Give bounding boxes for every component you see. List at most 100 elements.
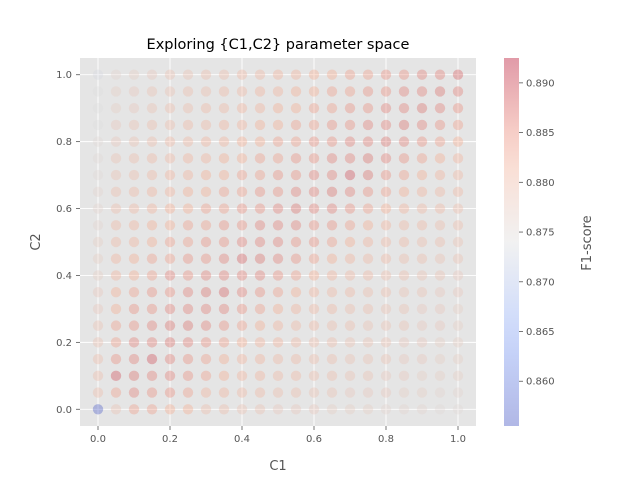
data-point (236, 337, 248, 348)
data-point (92, 236, 104, 248)
data-point (146, 236, 158, 248)
data-point (254, 86, 266, 97)
data-point (128, 69, 140, 80)
data-point (236, 119, 248, 131)
colorbar-tick-label: 0.870 (526, 277, 555, 288)
data-point (416, 102, 428, 114)
data-point (272, 303, 284, 315)
data-point (110, 102, 122, 114)
data-point (380, 136, 392, 147)
data-point (92, 404, 104, 415)
data-point (290, 203, 302, 214)
data-point (344, 337, 356, 348)
data-point (344, 286, 356, 298)
data-point (236, 220, 248, 231)
data-point (236, 320, 248, 331)
data-point (344, 153, 356, 164)
data-point (344, 370, 356, 382)
data-point (416, 270, 428, 281)
data-point (326, 69, 338, 80)
data-point (434, 102, 446, 114)
data-point (272, 136, 284, 147)
data-point (434, 353, 446, 365)
data-point (362, 253, 374, 264)
data-point (218, 303, 230, 315)
data-point (434, 69, 446, 80)
data-point (362, 353, 374, 365)
data-point (416, 236, 428, 248)
data-point (398, 337, 410, 348)
data-point (434, 203, 446, 214)
data-point (164, 353, 176, 365)
data-point (236, 387, 248, 398)
data-point (272, 153, 284, 164)
data-point (146, 102, 158, 114)
data-point (92, 136, 104, 147)
data-point (362, 387, 374, 398)
y-tick-label: 0.2 (56, 338, 72, 349)
data-point (272, 320, 284, 331)
data-point (254, 69, 266, 80)
data-point (218, 119, 230, 131)
data-point (308, 353, 320, 365)
data-point (380, 119, 392, 131)
data-point (200, 169, 212, 181)
data-point (434, 119, 446, 131)
data-point (452, 169, 464, 181)
data-point (164, 203, 176, 214)
data-point (164, 102, 176, 114)
data-point (236, 153, 248, 164)
data-point (344, 136, 356, 147)
data-point (92, 86, 104, 97)
data-point (200, 102, 212, 114)
data-point (308, 286, 320, 298)
data-point (326, 387, 338, 398)
data-point (434, 236, 446, 248)
data-point (308, 370, 320, 382)
data-point (398, 119, 410, 131)
data-point (236, 186, 248, 198)
data-point (110, 303, 122, 315)
data-point (218, 253, 230, 264)
data-point (398, 220, 410, 231)
data-point (236, 404, 248, 415)
data-point (272, 337, 284, 348)
data-point (308, 270, 320, 281)
data-point (380, 404, 392, 415)
data-point (200, 353, 212, 365)
data-point (290, 303, 302, 315)
data-point (308, 102, 320, 114)
data-point (452, 303, 464, 315)
colorbar-label: F1-score (580, 215, 595, 270)
data-point (164, 136, 176, 147)
data-point (434, 387, 446, 398)
data-point (434, 370, 446, 382)
data-point (452, 353, 464, 365)
colorbar-tick-label: 0.875 (526, 228, 555, 239)
data-point (236, 270, 248, 281)
data-point (272, 203, 284, 214)
data-point (326, 220, 338, 231)
data-point (308, 387, 320, 398)
data-point (164, 119, 176, 131)
data-point (272, 86, 284, 97)
y-tick-label: 0.0 (56, 405, 72, 416)
data-point (380, 236, 392, 248)
data-point (146, 253, 158, 264)
data-point (272, 370, 284, 382)
data-point (146, 169, 158, 181)
data-point (92, 186, 104, 198)
data-point (182, 270, 194, 281)
data-point (128, 353, 140, 365)
data-point (272, 186, 284, 198)
data-point (236, 303, 248, 315)
data-point (218, 404, 230, 415)
data-point (236, 253, 248, 264)
data-point (254, 270, 266, 281)
data-point (416, 69, 428, 80)
data-point (434, 136, 446, 147)
data-point (308, 169, 320, 181)
data-point (416, 320, 428, 331)
data-point (308, 86, 320, 97)
data-point (110, 186, 122, 198)
